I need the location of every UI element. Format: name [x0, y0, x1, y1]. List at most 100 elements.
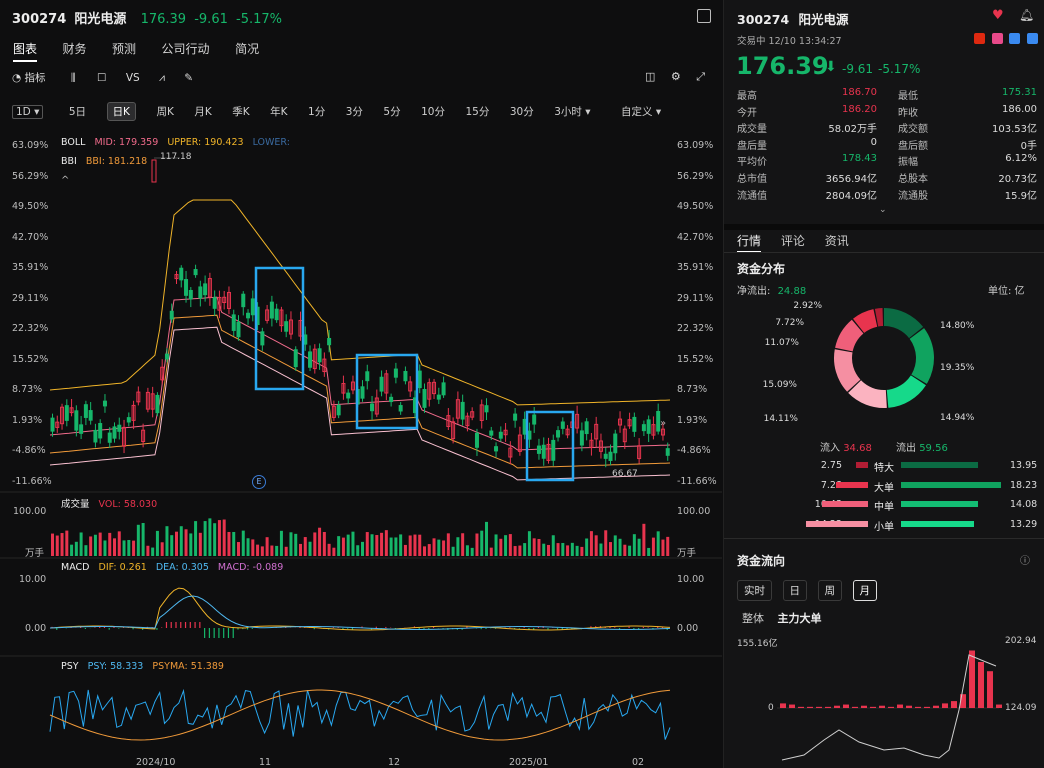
expand-quote-chevron-icon[interactable]: ⌄ — [879, 205, 887, 215]
volume-bar — [241, 530, 245, 556]
chart-style-icon[interactable]: ⩘ — [159, 72, 165, 84]
tf-30min[interactable]: 30分 — [509, 106, 534, 118]
volume-top-right: 100.00 — [677, 506, 711, 517]
chart-panel: 300274 阳光电源 176.39 -9.61 -5.17% 图表 财务 预测… — [0, 0, 722, 768]
tab-market[interactable]: 行情 — [737, 234, 762, 253]
tf-quarterly-k[interactable]: 季K — [232, 106, 250, 118]
info-icon[interactable]: ⓘ — [1020, 556, 1030, 567]
volume-bar — [499, 538, 503, 556]
candle-type-icon[interactable]: ⫼ — [70, 72, 76, 84]
quote-row: 成交量 58.02万手 成交额 103.53亿 — [737, 120, 1037, 136]
fullscreen-icon[interactable]: ⤢ — [696, 70, 706, 83]
candle-body — [432, 381, 437, 395]
volume-bar — [427, 544, 431, 556]
kline-chart[interactable] — [0, 0, 722, 768]
volume-bar — [513, 546, 517, 556]
candle-body — [341, 383, 346, 394]
favorite-heart-icon[interactable]: ♥ — [992, 8, 1004, 23]
flow-bar — [834, 705, 840, 708]
volume-bar — [632, 534, 636, 556]
candle-body — [160, 366, 165, 381]
draw-pen-icon[interactable]: ✎ — [184, 72, 194, 84]
event-marker[interactable]: E — [252, 475, 266, 489]
volume-bar — [370, 534, 374, 556]
settings-icon[interactable]: ⚙ — [670, 70, 681, 83]
collapse-legend-icon[interactable]: ^ — [61, 175, 70, 186]
flow-week[interactable]: 周 — [817, 580, 842, 601]
volume-bar — [494, 534, 498, 556]
square-icon[interactable]: ☐ — [97, 72, 107, 84]
volume-bar — [313, 532, 317, 556]
high-price-label: 117.18 — [160, 152, 192, 162]
flow-realtime[interactable]: 实时 — [737, 580, 772, 601]
tf-daily-k[interactable]: 日K — [106, 102, 136, 121]
fund-bar-label: 小单 — [874, 521, 894, 533]
flow-main-big[interactable]: 主力大单 — [777, 612, 822, 625]
psy-value: PSY: 58.333 — [87, 661, 144, 672]
volume-bar — [70, 544, 74, 556]
tf-3hour[interactable]: 3小时 ▾ — [554, 106, 591, 118]
stock-price: 176.39 — [140, 12, 187, 27]
tf-custom[interactable]: 自定义 ▾ — [621, 106, 662, 118]
tf-yearly-k[interactable]: 年K — [270, 106, 288, 118]
screenshot-icon[interactable]: ◫ — [645, 70, 656, 83]
alert-bell-icon[interactable]: 🔔︎ — [1019, 8, 1035, 22]
fund-distribution-title: 资金分布 — [737, 262, 786, 276]
quote-label: 盘后量 — [737, 140, 767, 152]
tab-chart[interactable]: 图表 — [13, 42, 38, 62]
volume-bar — [265, 537, 269, 556]
period-dropdown[interactable]: 1D ▾ — [12, 105, 44, 119]
tf-weekly-k[interactable]: 周K — [156, 106, 174, 118]
collapse-panel-icon[interactable] — [697, 9, 711, 23]
flow-month[interactable]: 月 — [852, 580, 877, 601]
candle-body — [336, 404, 341, 416]
indicator-icon[interactable]: ◔ — [12, 72, 22, 84]
volume-bar — [508, 534, 512, 556]
candle-body — [484, 405, 489, 413]
fund-bar-label: 中单 — [874, 502, 894, 513]
candle-body — [627, 419, 632, 427]
volume-bar — [303, 537, 307, 556]
tf-5d[interactable]: 5日 — [68, 106, 87, 118]
vs-button[interactable]: VS — [125, 72, 140, 84]
volume-bar — [175, 531, 178, 556]
volume-bar — [208, 518, 212, 556]
tf-3min[interactable]: 3分 — [345, 106, 363, 118]
volume-bar — [356, 545, 360, 556]
volume-bar — [194, 521, 198, 556]
tab-profile[interactable]: 简况 — [235, 42, 260, 56]
tab-news[interactable]: 资讯 — [824, 234, 849, 248]
tab-finance[interactable]: 财务 — [62, 42, 87, 56]
volume-bar — [217, 520, 221, 556]
volume-bar — [284, 546, 288, 556]
volume-bar — [465, 545, 469, 556]
flow-overall[interactable]: 整体 — [742, 612, 764, 625]
volume-top-left: 100.00 — [13, 506, 47, 517]
tab-comments[interactable]: 评论 — [780, 234, 805, 248]
candle-body — [98, 423, 103, 439]
quote-value: 20.73亿 — [998, 174, 1037, 185]
volume-bar — [332, 547, 336, 556]
tab-forecast[interactable]: 预测 — [112, 42, 137, 56]
price-tick-right: 35.91% — [677, 262, 714, 273]
candle-body — [584, 421, 589, 435]
flow-bar — [816, 706, 822, 708]
volume-bar — [375, 535, 379, 556]
tf-15min[interactable]: 15分 — [465, 106, 490, 118]
x-label-dec: 12 — [388, 757, 401, 768]
volume-bar — [418, 534, 422, 556]
tf-1min[interactable]: 1分 — [308, 106, 326, 118]
tf-5min[interactable]: 5分 — [383, 106, 401, 118]
fund-bar-out-value: 18.23 — [1010, 479, 1038, 491]
volume-bar — [637, 538, 641, 556]
expand-right-icon[interactable]: » — [660, 418, 667, 429]
candle-body — [184, 279, 189, 296]
volume-bar — [527, 531, 531, 556]
quote-value: 3656.94亿 — [825, 174, 877, 185]
tf-monthly-k[interactable]: 月K — [194, 106, 212, 118]
tf-10min[interactable]: 10分 — [421, 106, 445, 118]
indicator-button[interactable]: 指标 — [24, 72, 46, 84]
flow-day[interactable]: 日 — [782, 580, 807, 601]
tab-corporate-action[interactable]: 公司行动 — [161, 42, 210, 56]
donut-segment — [884, 308, 924, 339]
